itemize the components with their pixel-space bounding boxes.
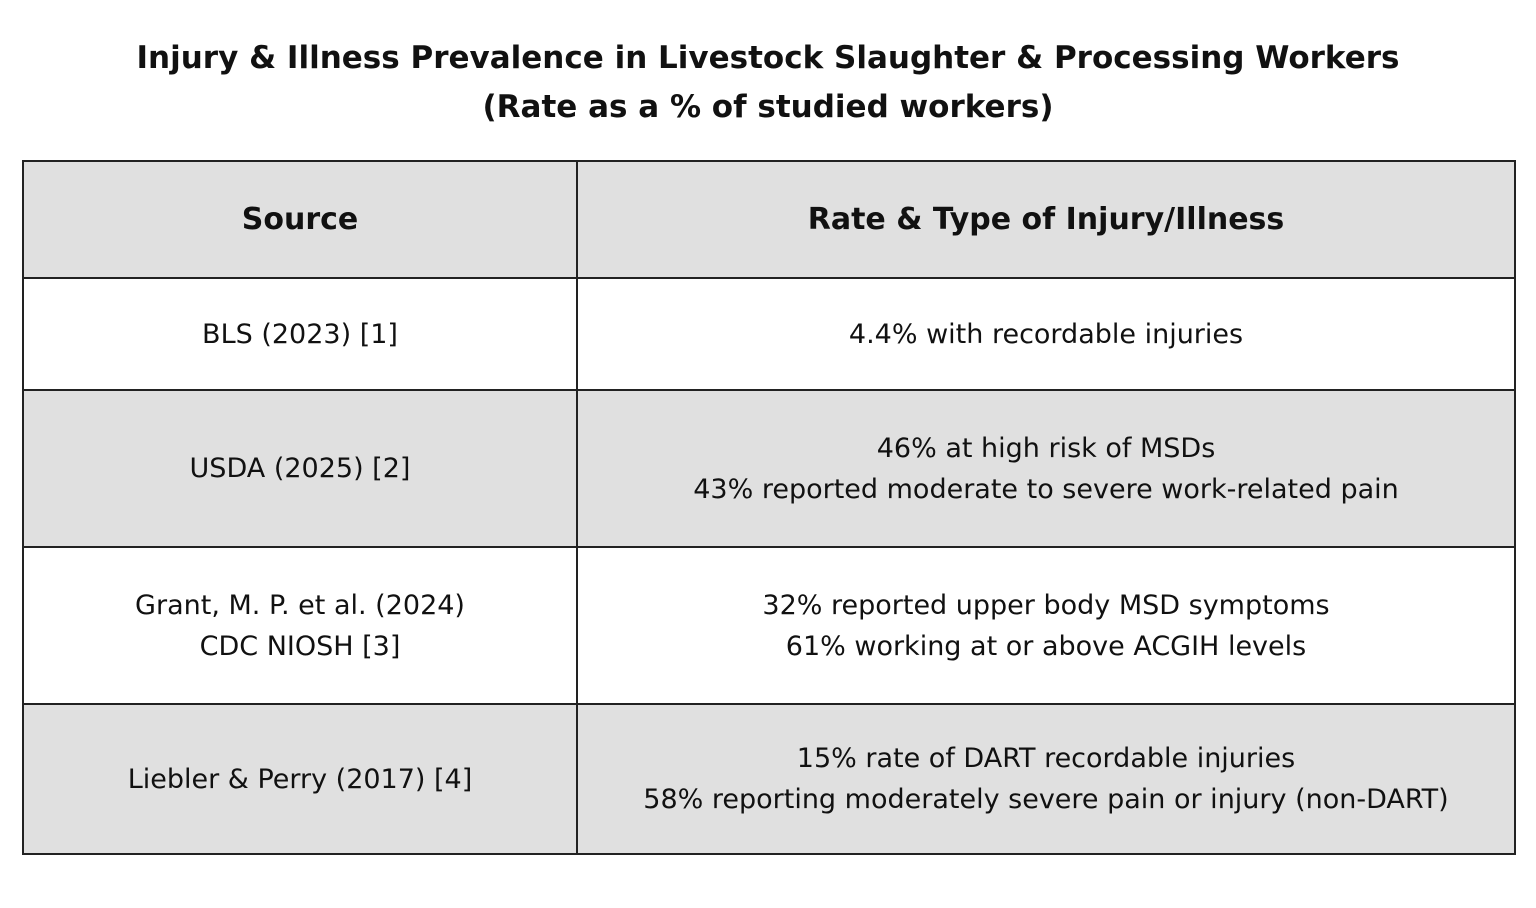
table-row: BLS (2023) [1] 4.4% with recordable inju… xyxy=(22,277,1516,391)
source-text: Grant, M. P. et al. (2024) xyxy=(135,589,465,621)
page-title: Injury & Illness Prevalence in Livestock… xyxy=(0,34,1536,132)
source-cell: BLS (2023) [1] xyxy=(22,277,578,391)
title-line-2: (Rate as a % of studied workers) xyxy=(482,89,1054,125)
rate-text: 4.4% with recordable injuries xyxy=(848,318,1244,350)
header-rate: Rate & Type of Injury/Illness xyxy=(576,160,1516,279)
rate-cell: 15% rate of DART recordable injuries 58%… xyxy=(576,703,1516,855)
rate-cell: 46% at high risk of MSDs 43% reported mo… xyxy=(576,389,1516,548)
table-row: USDA (2025) [2] 46% at high risk of MSDs… xyxy=(22,389,1516,548)
rate-cell: 4.4% with recordable injuries xyxy=(576,277,1516,391)
rate-text: 15% rate of DART recordable injuries xyxy=(796,743,1296,774)
header-source: Source xyxy=(22,160,578,279)
source-cell: USDA (2025) [2] xyxy=(22,389,578,548)
source-cell: Grant, M. P. et al. (2024) CDC NIOSH [3] xyxy=(22,546,578,705)
rate-cell: 32% reported upper body MSD symptoms 61%… xyxy=(576,546,1516,705)
table-header-row: Source Rate & Type of Injury/Illness xyxy=(22,160,1516,279)
rate-text: 32% reported upper body MSD symptoms xyxy=(762,589,1330,621)
source-cell: Liebler & Perry (2017) [4] xyxy=(22,703,578,855)
source-text: USDA (2025) [2] xyxy=(189,453,411,484)
rate-text: 61% working at or above ACGIH levels xyxy=(785,630,1307,662)
prevalence-table: Source Rate & Type of Injury/Illness BLS… xyxy=(22,160,1516,855)
source-text: BLS (2023) [1] xyxy=(202,318,398,350)
rate-text: 58% reporting moderately severe pain or … xyxy=(643,784,1449,815)
rate-text: 43% reported moderate to severe work-rel… xyxy=(693,473,1399,505)
table-row: Grant, M. P. et al. (2024) CDC NIOSH [3]… xyxy=(22,546,1516,705)
rate-text: 46% at high risk of MSDs xyxy=(876,432,1216,464)
table-row: Liebler & Perry (2017) [4] 15% rate of D… xyxy=(22,703,1516,855)
source-text: Liebler & Perry (2017) [4] xyxy=(127,763,473,795)
title-line-1: Injury & Illness Prevalence in Livestock… xyxy=(136,40,1400,76)
source-text: CDC NIOSH [3] xyxy=(199,630,401,662)
